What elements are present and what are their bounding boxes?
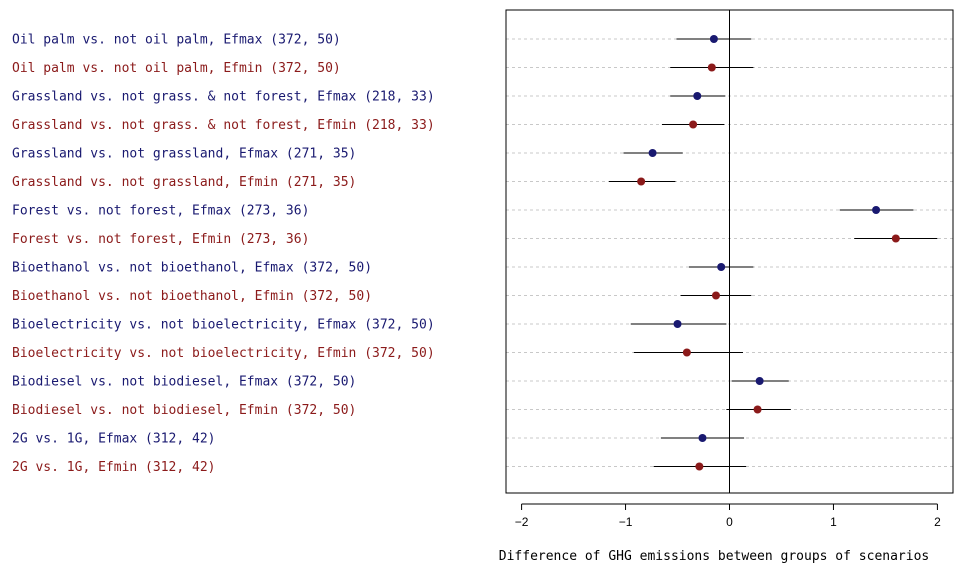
estimate-point: [693, 92, 702, 100]
estimate-point: [648, 149, 657, 157]
estimate-point: [695, 462, 704, 471]
row-label: Biodiesel vs. not biodiesel, Efmin (372,…: [12, 403, 356, 418]
row-label: 2G vs. 1G, Efmin (312, 42): [12, 460, 216, 475]
estimate-point: [673, 320, 682, 328]
estimate-point: [698, 434, 707, 442]
row-label: Bioelectricity vs. not bioelectricity, E…: [12, 318, 435, 333]
row-label: Grassland vs. not grassland, Efmin (271,…: [12, 175, 356, 190]
row-label: Bioethanol vs. not bioethanol, Efmin (37…: [12, 289, 372, 304]
estimate-point: [709, 35, 718, 43]
x-tick-label: −2: [515, 515, 529, 529]
plot-frame: [505, 9, 954, 494]
confidence-intervals: [608, 38, 938, 467]
x-tick-label: −1: [619, 515, 633, 529]
x-tick-label: 2: [934, 515, 941, 529]
x-tick-label: 0: [726, 515, 733, 529]
row-labels: Oil palm vs. not oil palm, Efmax (372, 5…: [12, 33, 435, 476]
estimate-point: [682, 348, 691, 357]
estimate-point: [717, 263, 726, 271]
estimate-point: [755, 377, 764, 385]
estimate-point: [689, 120, 698, 129]
row-label: 2G vs. 1G, Efmax (312, 42): [12, 432, 216, 447]
row-label: Oil palm vs. not oil palm, Efmax (372, 5…: [12, 33, 341, 48]
row-label: Oil palm vs. not oil palm, Efmin (372, 5…: [12, 61, 341, 76]
estimate-point: [753, 405, 762, 414]
x-axis-ticks: −2 −1 0 1 2: [515, 503, 941, 529]
estimate-point: [707, 63, 716, 72]
estimate-point: [637, 177, 646, 186]
row-label: Forest vs. not forest, Efmin (273, 36): [12, 232, 309, 247]
row-label: Grassland vs. not grassland, Efmax (271,…: [12, 147, 356, 162]
x-axis-title: Difference of GHG emissions between grou…: [499, 549, 929, 564]
estimate-point: [872, 206, 881, 214]
row-label: Biodiesel vs. not biodiesel, Efmax (372,…: [12, 375, 356, 390]
row-label: Grassland vs. not grass. & not forest, E…: [12, 90, 435, 105]
estimate-point: [891, 234, 900, 243]
row-label: Bioethanol vs. not bioethanol, Efmax (37…: [12, 261, 372, 276]
row-label: Bioelectricity vs. not bioelectricity, E…: [12, 346, 435, 361]
row-label: Grassland vs. not grass. & not forest, E…: [12, 118, 435, 133]
estimate-points: [637, 35, 900, 471]
estimate-point: [711, 291, 720, 300]
row-label: Forest vs. not forest, Efmax (273, 36): [12, 204, 309, 219]
x-tick-label: 1: [830, 515, 837, 529]
